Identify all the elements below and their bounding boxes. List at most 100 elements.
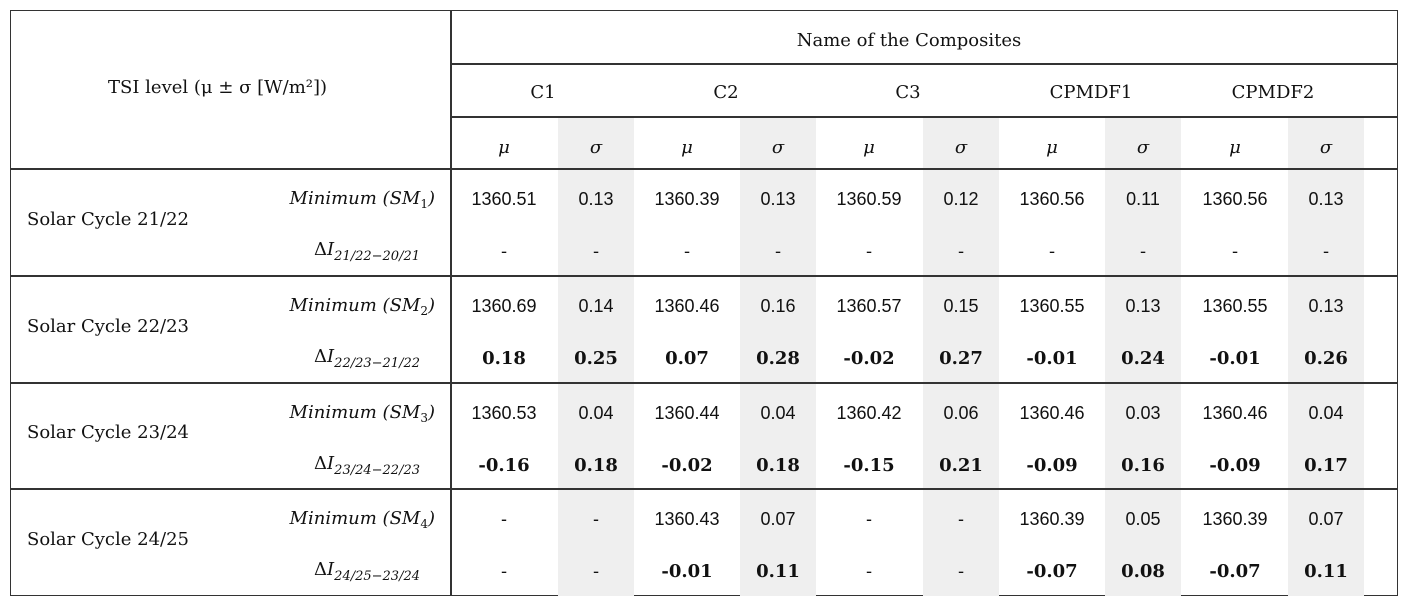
minimum-label: Minimum (SM2) bbox=[289, 295, 435, 318]
delta-value: 0.11 bbox=[756, 561, 800, 582]
sigma-symbol: σ bbox=[589, 137, 603, 158]
delta-value: 0.21 bbox=[939, 455, 983, 476]
minimum-label: Minimum (SM4) bbox=[289, 508, 435, 531]
composite-name: C1 bbox=[530, 82, 556, 103]
delta-subscript: 24/25−23/24 bbox=[334, 569, 420, 584]
tsi-level-header: TSI level (μ ± σ [W/m²]) bbox=[108, 76, 327, 100]
delta-value: - bbox=[774, 241, 782, 262]
minimum-value: 1360.53 bbox=[471, 403, 537, 423]
minimum-value: 1360.42 bbox=[836, 403, 902, 423]
minimum-symbol: SM bbox=[389, 508, 421, 529]
rule-row-1 bbox=[10, 275, 1398, 277]
minimum-word: Minimum ( bbox=[289, 295, 390, 316]
minimum-value: 0.07 bbox=[760, 509, 796, 529]
delta-value: 0.26 bbox=[1304, 348, 1348, 369]
minimum-value: 1360.39 bbox=[1202, 509, 1268, 529]
header-divider-vertical bbox=[450, 10, 452, 596]
sigma-symbol: σ bbox=[1136, 137, 1150, 158]
mu-symbol: μ bbox=[1229, 137, 1241, 158]
minimum-value: 1360.56 bbox=[1202, 189, 1268, 209]
sigma-column-shade bbox=[923, 117, 999, 596]
delta-value: -0.02 bbox=[843, 348, 895, 369]
delta-value: - bbox=[683, 241, 691, 262]
delta-value: -0.02 bbox=[661, 455, 713, 476]
composite-name: C2 bbox=[713, 82, 739, 103]
solar-cycle-label: Solar Cycle 22/23 bbox=[27, 315, 190, 337]
minimum-value: 1360.44 bbox=[654, 403, 720, 423]
delta-value: - bbox=[500, 561, 508, 582]
minimum-label: Minimum (SM3) bbox=[289, 402, 435, 425]
rule-under-title bbox=[450, 63, 1398, 65]
sigma-column-shade bbox=[1288, 117, 1364, 596]
delta-subscript: 21/22−20/21 bbox=[334, 249, 420, 264]
minimum-value: 1360.39 bbox=[654, 189, 720, 209]
delta-value: -0.07 bbox=[1209, 561, 1261, 582]
rule-row-2 bbox=[10, 382, 1398, 384]
minimum-value: - bbox=[958, 509, 964, 529]
delta-value: - bbox=[865, 561, 873, 582]
delta-subscript: 23/24−22/23 bbox=[334, 463, 420, 478]
minimum-value: 1360.51 bbox=[471, 189, 537, 209]
composite-name: C3 bbox=[895, 82, 921, 103]
delta-value: 0.07 bbox=[665, 348, 709, 369]
minimum-value: 1360.39 bbox=[1019, 509, 1085, 529]
sigma-symbol: σ bbox=[954, 137, 968, 158]
minimum-value: 1360.46 bbox=[1019, 403, 1085, 423]
minimum-value: - bbox=[501, 509, 507, 529]
minimum-value: 0.04 bbox=[760, 403, 796, 423]
composite-name: CPMDF2 bbox=[1231, 82, 1315, 103]
minimum-value: 0.15 bbox=[943, 296, 979, 316]
delta-subscript: 22/23−21/22 bbox=[334, 356, 420, 371]
minimum-value: 0.14 bbox=[578, 296, 614, 316]
minimum-value: 0.07 bbox=[1308, 509, 1344, 529]
delta-value: 0.17 bbox=[1304, 455, 1348, 476]
minimum-value: 0.05 bbox=[1125, 509, 1161, 529]
delta-value: -0.16 bbox=[478, 455, 530, 476]
delta-value: - bbox=[1048, 241, 1056, 262]
delta-value: - bbox=[592, 241, 600, 262]
minimum-symbol: SM bbox=[389, 402, 421, 423]
minimum-value: 0.13 bbox=[1308, 296, 1344, 316]
minimum-value: 0.04 bbox=[1308, 403, 1344, 423]
delta-value: 0.27 bbox=[939, 348, 983, 369]
minimum-symbol: SM bbox=[389, 295, 421, 316]
minimum-value: 0.13 bbox=[578, 189, 614, 209]
minimum-value: 0.13 bbox=[1308, 189, 1344, 209]
delta-value: - bbox=[1322, 241, 1330, 262]
delta-value: - bbox=[1139, 241, 1147, 262]
delta-value: - bbox=[957, 241, 965, 262]
minimum-word: Minimum ( bbox=[289, 508, 390, 529]
delta-value: -0.01 bbox=[661, 561, 713, 582]
delta-value: 0.28 bbox=[756, 348, 800, 369]
minimum-value: - bbox=[866, 509, 872, 529]
composites-title: Name of the Composites bbox=[796, 30, 1022, 51]
delta-value: -0.01 bbox=[1026, 348, 1078, 369]
mu-symbol: μ bbox=[1046, 137, 1058, 158]
delta-label: ΔI22/23−21/22 bbox=[314, 346, 420, 371]
solar-cycle-label: Solar Cycle 24/25 bbox=[27, 529, 190, 550]
delta-value: -0.09 bbox=[1209, 455, 1261, 476]
sigma-column-shade bbox=[740, 117, 816, 596]
minimum-value: 1360.46 bbox=[1202, 403, 1268, 423]
delta-value: -0.01 bbox=[1209, 348, 1261, 369]
delta-value: 0.24 bbox=[1121, 348, 1165, 369]
minimum-value: 0.11 bbox=[1126, 189, 1160, 209]
delta-value: -0.09 bbox=[1026, 455, 1078, 476]
minimum-value: 0.13 bbox=[1125, 296, 1161, 316]
minimum-value: 1360.55 bbox=[1202, 296, 1268, 316]
minimum-value: 1360.59 bbox=[836, 189, 902, 209]
minimum-label: Minimum (SM1) bbox=[289, 188, 435, 211]
delta-value: - bbox=[500, 241, 508, 262]
delta-value: - bbox=[865, 241, 873, 262]
delta-value: 0.18 bbox=[574, 455, 618, 476]
solar-cycle-label: Solar Cycle 21/22 bbox=[27, 208, 190, 230]
delta-value: 0.08 bbox=[1121, 561, 1165, 582]
rule-under-header bbox=[10, 168, 1398, 170]
mu-symbol: μ bbox=[863, 137, 875, 158]
minimum-value: 0.03 bbox=[1125, 403, 1161, 423]
sigma-column-shade bbox=[558, 117, 634, 596]
minimum-value: 1360.43 bbox=[654, 509, 720, 529]
delta-value: -0.15 bbox=[843, 455, 895, 476]
minimum-value: 0.06 bbox=[943, 403, 979, 423]
minimum-subscript: 2 bbox=[420, 304, 428, 318]
